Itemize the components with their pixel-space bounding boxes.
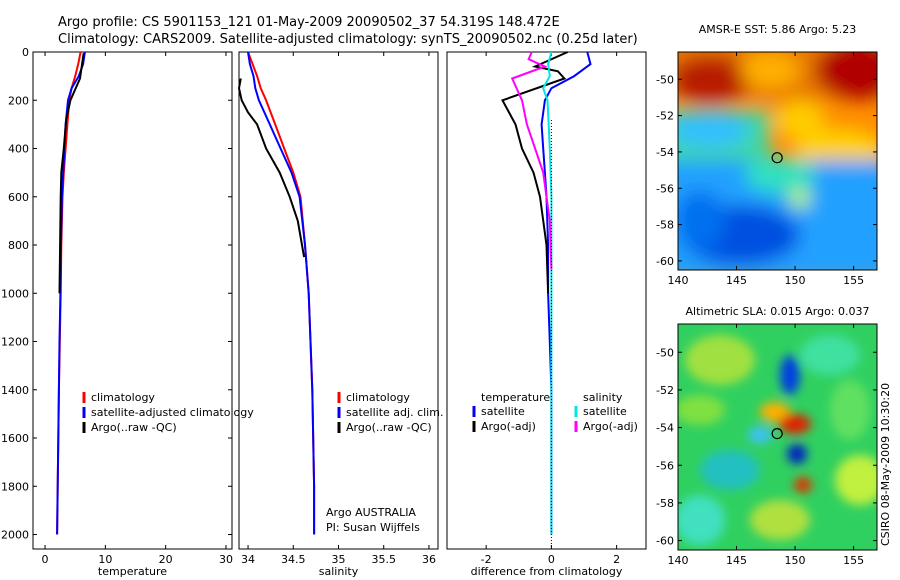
series-line — [501, 51, 569, 294]
y-tick-label: 1600 — [1, 432, 29, 445]
y-tick-label: -56 — [656, 459, 674, 472]
x-tick-label: 30 — [219, 553, 233, 566]
series-line — [542, 51, 553, 535]
x-tick-label: 35 — [332, 553, 346, 566]
x-tick-label: 34.5 — [281, 553, 306, 566]
y-tick-label: -54 — [656, 422, 674, 435]
y-tick-label: -58 — [656, 497, 674, 510]
x-axis-label: temperature — [98, 565, 167, 578]
x-tick-label: -2 — [481, 553, 492, 566]
x-tick-label: 155 — [843, 274, 864, 287]
y-tick-label: -56 — [656, 182, 674, 195]
legend-label: Argo(..raw -QC) — [346, 421, 432, 434]
legend-label: climatology — [346, 391, 410, 404]
x-tick-label: 145 — [726, 274, 747, 287]
x-tick-label: 140 — [668, 554, 689, 567]
argo-annotation: PI: Susan Wijffels — [326, 521, 420, 534]
x-tick-label: 35.5 — [371, 553, 396, 566]
x-tick-label: 2 — [613, 553, 620, 566]
x-axis-label: salinity — [319, 565, 359, 578]
y-tick-label: -50 — [656, 73, 674, 86]
y-tick-label: -50 — [656, 346, 674, 359]
header-line-2: Climatology: CARS2009. Satellite-adjuste… — [58, 32, 638, 47]
legend-label: Argo(-adj) — [481, 420, 536, 433]
legend-heading: temperature — [481, 391, 550, 404]
series-line — [247, 51, 316, 535]
y-tick-label: 0 — [22, 46, 29, 59]
y-tick-label: 1000 — [1, 287, 29, 300]
y-tick-label: -52 — [656, 110, 674, 123]
legend-label: satellite-adjusted climatology — [91, 406, 254, 419]
legend-label: satellite adj. clim. — [346, 406, 443, 419]
series-line — [510, 51, 553, 270]
argo-position-marker — [771, 427, 783, 440]
sla-map — [678, 324, 877, 550]
x-tick-label: 20 — [159, 553, 173, 566]
x-tick-label: 34 — [241, 553, 255, 566]
x-tick-label: 0 — [548, 553, 555, 566]
legend-label: Argo(-adj) — [583, 420, 638, 433]
y-tick-label: 800 — [8, 239, 29, 252]
legend-label: satellite — [583, 405, 627, 418]
map-frame — [677, 323, 878, 551]
x-tick-label: 0 — [42, 553, 49, 566]
x-axis-label: difference from climatology — [471, 565, 623, 578]
argo-annotation: Argo AUSTRALIA — [326, 506, 416, 519]
map-title: Altimetric SLA: 0.015 Argo: 0.037 — [685, 305, 869, 318]
axes-box-2 — [238, 51, 439, 550]
y-tick-label: -60 — [656, 535, 674, 548]
x-tick-label: 155 — [843, 554, 864, 567]
y-tick-label: 1800 — [1, 480, 29, 493]
y-tick-label: 200 — [8, 94, 29, 107]
axes-box-3 — [446, 51, 647, 550]
legend-heading: salinity — [583, 391, 623, 404]
series-line — [237, 78, 306, 258]
y-tick-label: -54 — [656, 146, 674, 159]
legend-label: Argo(..raw -QC) — [91, 421, 177, 434]
y-tick-label: -58 — [656, 219, 674, 232]
side-stamp: CSIRO 08-May-2009 10:30:20 — [879, 383, 892, 546]
x-tick-label: 140 — [668, 274, 689, 287]
y-tick-label: -52 — [656, 384, 674, 397]
y-tick-label: 2000 — [1, 529, 29, 542]
x-tick-label: 150 — [785, 554, 806, 567]
x-tick-label: 36 — [422, 553, 436, 566]
argo-position-marker — [771, 152, 783, 164]
series-line — [56, 51, 86, 535]
legend-label: satellite — [481, 405, 525, 418]
sst-map — [678, 52, 877, 270]
legend-label: climatology — [91, 391, 155, 404]
header-line-1: Argo profile: CS 5901153_121 01-May-2009… — [58, 15, 560, 30]
y-tick-label: 1200 — [1, 336, 29, 349]
y-tick-label: 400 — [8, 143, 29, 156]
y-tick-label: 600 — [8, 191, 29, 204]
series-line — [58, 53, 85, 294]
x-tick-label: 150 — [785, 274, 806, 287]
y-tick-label: -60 — [656, 255, 674, 268]
y-tick-label: 1400 — [1, 384, 29, 397]
axes-box-1 — [32, 51, 233, 550]
map-title: AMSR-E SST: 5.86 Argo: 5.23 — [699, 23, 857, 36]
x-tick-label: 10 — [98, 553, 112, 566]
map-frame — [677, 51, 878, 271]
x-tick-label: 145 — [726, 554, 747, 567]
